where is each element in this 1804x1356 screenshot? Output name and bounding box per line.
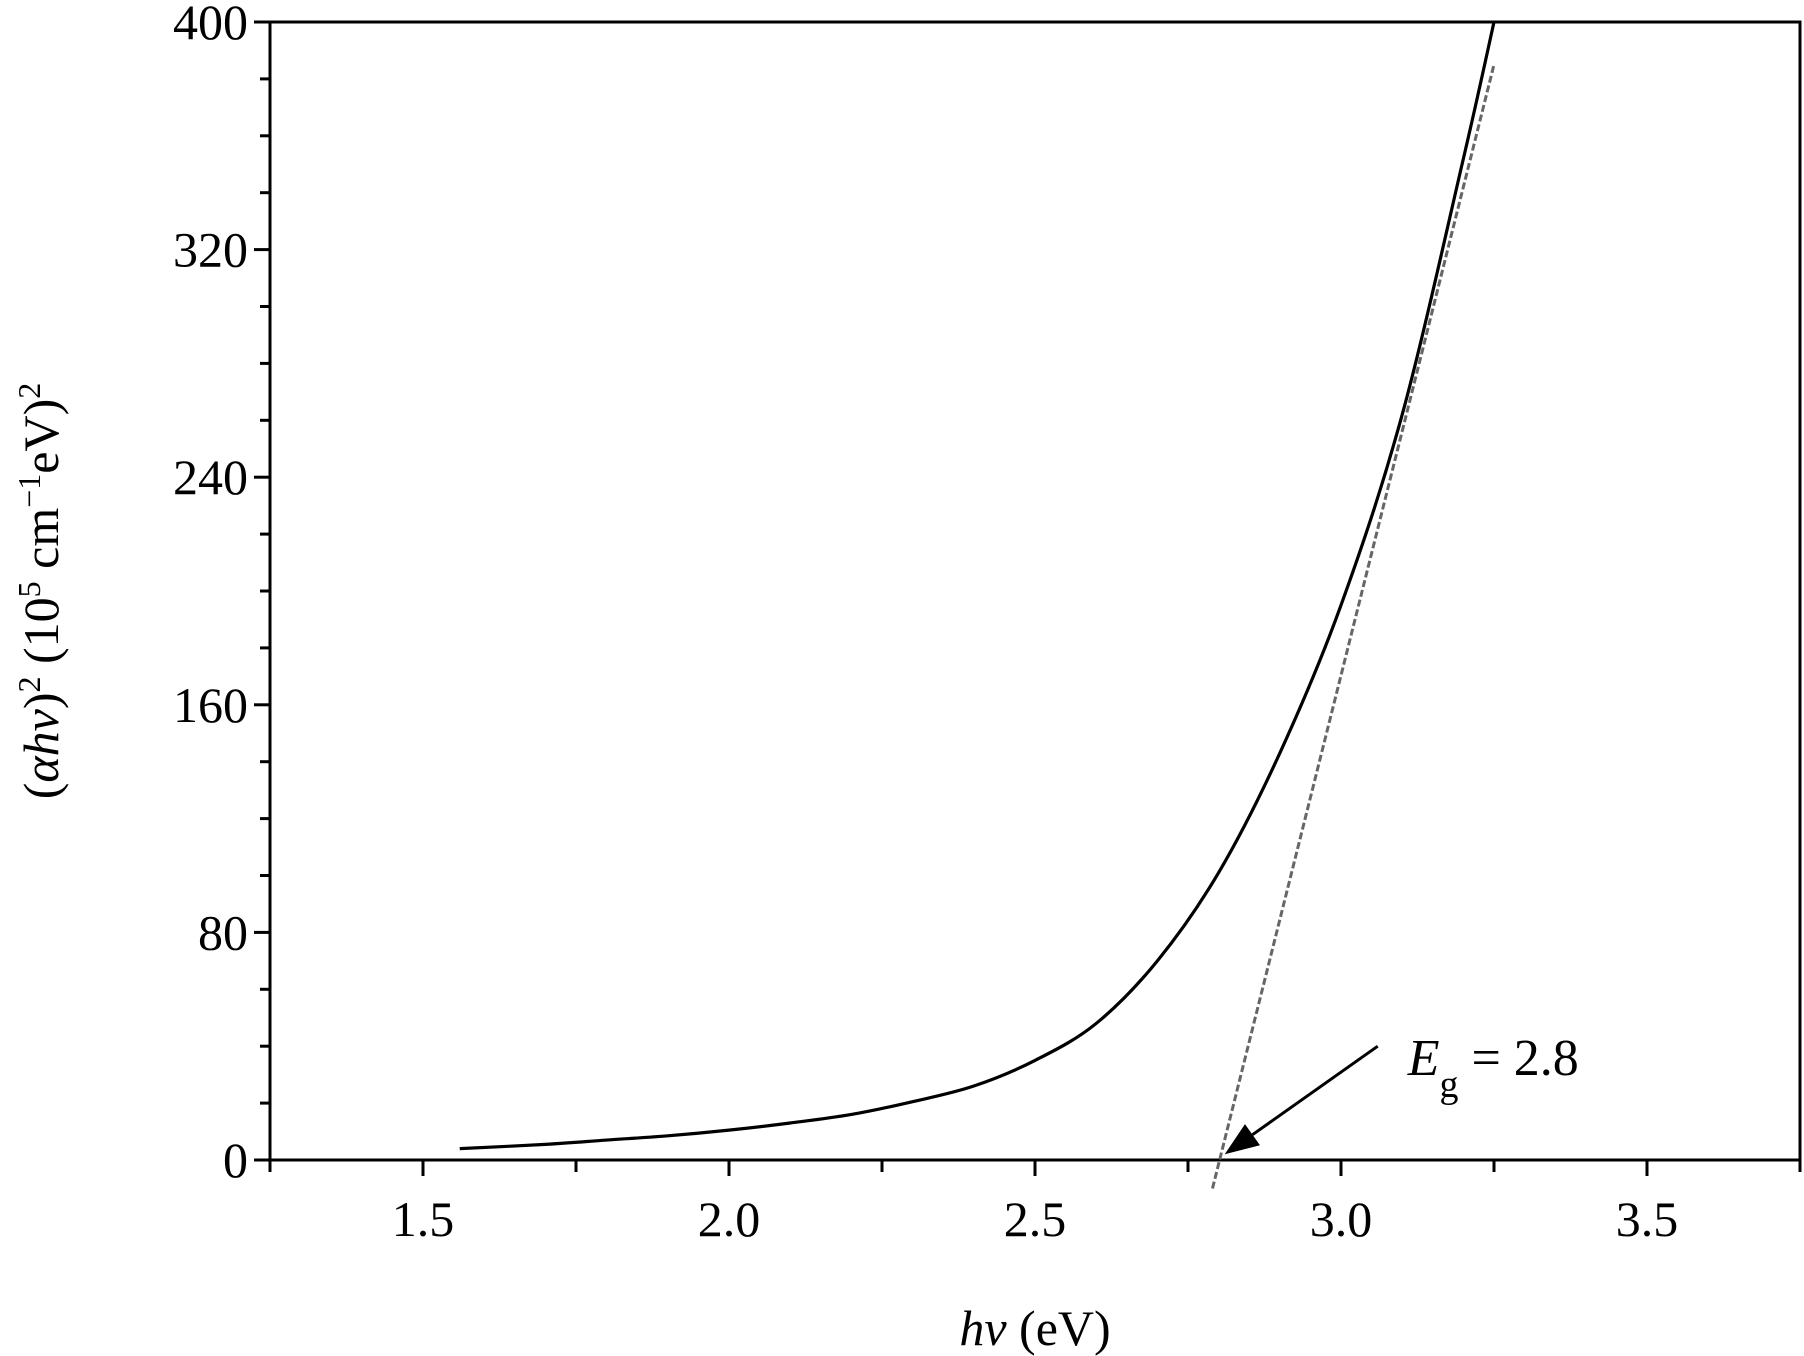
absorption-curve xyxy=(459,21,1496,1151)
y-label-mid3: eV) xyxy=(13,399,69,474)
y-tick-label: 0 xyxy=(223,1132,248,1188)
plot-area: Eg = 2.8 xyxy=(268,20,1802,1189)
y-label-open: ( xyxy=(13,783,69,800)
x-tick-label: 3.0 xyxy=(1310,1191,1373,1247)
x-tick-label: 1.5 xyxy=(392,1191,455,1247)
x-axis-label: hv (eV) xyxy=(959,1300,1110,1356)
band-gap-label: Eg = 2.8 xyxy=(1407,1030,1579,1106)
x-tick-label: 2.5 xyxy=(1004,1191,1067,1247)
y-label-mid2: cm xyxy=(13,508,69,582)
y-label-sup1: 2 xyxy=(11,677,47,693)
x-tick-labels: 1.5 2.0 2.5 3.0 3.5 xyxy=(392,1191,1679,1247)
tangent-fit-line xyxy=(1211,64,1496,1189)
plot-frame xyxy=(268,20,1802,1162)
y-tick-label: 240 xyxy=(173,449,248,505)
band-gap-arrow xyxy=(1251,1044,1379,1136)
y-tick-label: 400 xyxy=(173,0,248,50)
x-tick-label: 2.0 xyxy=(698,1191,761,1247)
y-tick-labels: 0 80 160 240 320 400 xyxy=(173,0,248,1188)
axis-ticks xyxy=(254,20,1802,1176)
y-label-sup4: 2 xyxy=(11,383,47,399)
y-label-mid1: (10 xyxy=(13,597,69,676)
y-label-sup2: 5 xyxy=(11,581,47,597)
y-tick-label: 320 xyxy=(173,222,248,278)
y-axis-label: (αhv)2 (105 cm−1eV)2 xyxy=(11,383,69,800)
y-label-close: ) xyxy=(13,693,69,710)
band-gap-annotation: Eg = 2.8 xyxy=(1224,1030,1579,1155)
band-gap-subscript: g xyxy=(1439,1064,1458,1106)
y-tick-label: 160 xyxy=(173,677,248,733)
band-gap-symbol: E xyxy=(1407,1030,1440,1087)
y-label-symbol: αhv xyxy=(13,708,69,782)
arrow-head-icon xyxy=(1224,1124,1260,1155)
x-axis-label-symbol: hv xyxy=(959,1300,1007,1356)
x-tick-label: 3.5 xyxy=(1616,1191,1679,1247)
y-tick-label: 80 xyxy=(198,904,248,960)
y-label-sup3: −1 xyxy=(11,474,47,508)
band-gap-value: = 2.8 xyxy=(1458,1030,1578,1087)
x-axis-label-unit: (eV) xyxy=(1007,1300,1111,1356)
